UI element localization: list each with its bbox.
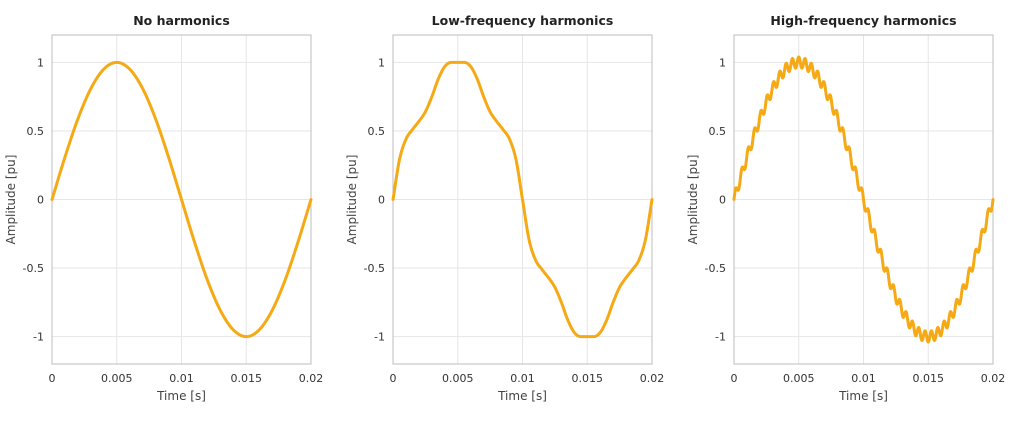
- y-axis-label: Amplitude [pu]: [4, 155, 18, 245]
- x-axis-label: Time [s]: [838, 389, 888, 403]
- y-tick-label: 0.5: [709, 125, 727, 138]
- y-tick-label: 0: [37, 194, 44, 207]
- chart-no-harmonics: 0 0.005 0.01 0.015 0.02 1 0.5 0 -0.5 -1 No harmoni…: [4, 13, 323, 403]
- x-tick-label: 0.02: [981, 372, 1006, 385]
- x-tick-label: 0.01: [169, 372, 194, 385]
- y-axis-label: Amplitude [pu]: [345, 155, 359, 245]
- series-line: [732, 55, 995, 344]
- x-tick-label: 0.005: [101, 372, 133, 385]
- series-line: [50, 60, 313, 339]
- x-tick-label: 0: [49, 372, 56, 385]
- x-tick-label: 0.015: [231, 372, 263, 385]
- x-tick-label: 0: [731, 372, 738, 385]
- x-tick-label: 0: [390, 372, 397, 385]
- x-tick-label: 0.01: [510, 372, 535, 385]
- x-tick-label: 0.015: [572, 372, 604, 385]
- x-tick-label: 0.005: [783, 372, 815, 385]
- chart-title: High-frequency harmonics: [770, 13, 956, 28]
- y-tick-label: 1: [719, 56, 726, 69]
- y-tick-label: 1: [378, 56, 385, 69]
- y-tick-label: -0.5: [364, 262, 385, 275]
- y-axis-label: Amplitude [pu]: [686, 155, 700, 245]
- x-tick-label: 0.015: [913, 372, 945, 385]
- x-tick-label: 0.02: [640, 372, 665, 385]
- y-tick-label: -1: [33, 331, 44, 344]
- chart-high-frequency-harmonics: 0 0.005 0.01 0.015 0.02 1 0.5 0 -0.5 -1 High-frequ…: [686, 13, 1005, 403]
- x-axis-label: Time [s]: [156, 389, 206, 403]
- x-axis-label: Time [s]: [497, 389, 547, 403]
- series-line: [391, 60, 654, 339]
- y-tick-label: 1: [37, 56, 44, 69]
- x-tick-label: 0.02: [299, 372, 324, 385]
- y-tick-label: -1: [715, 331, 726, 344]
- chart-low-frequency-harmonics: 0 0.005 0.01 0.015 0.02 1 0.5 0 -0.5 -1 Low-freque…: [345, 13, 664, 403]
- y-tick-label: -1: [374, 331, 385, 344]
- chart-title: No harmonics: [133, 13, 230, 28]
- x-tick-label: 0.01: [851, 372, 876, 385]
- y-tick-label: 0: [719, 194, 726, 207]
- y-tick-label: 0: [378, 194, 385, 207]
- y-tick-label: -0.5: [705, 262, 726, 275]
- x-tick-label: 0.005: [442, 372, 474, 385]
- y-tick-label: 0.5: [368, 125, 386, 138]
- y-tick-label: 0.5: [27, 125, 45, 138]
- chart-title: Low-frequency harmonics: [432, 13, 614, 28]
- y-tick-label: -0.5: [23, 262, 44, 275]
